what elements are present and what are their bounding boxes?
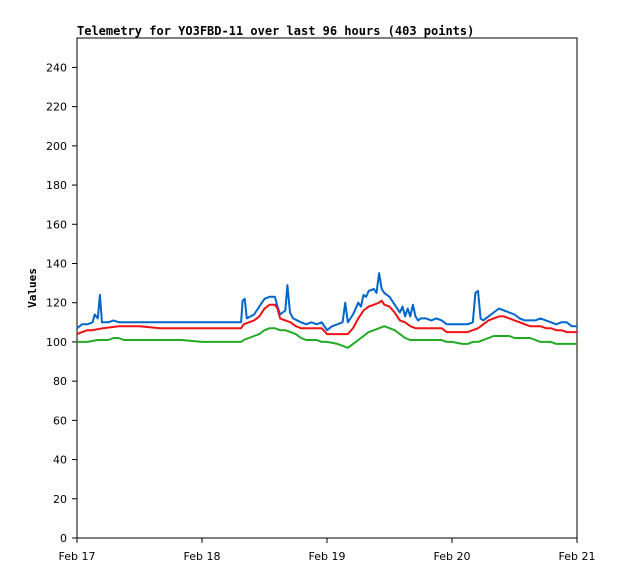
- y-tick-label: 20: [53, 493, 67, 506]
- y-tick-label: 160: [46, 218, 67, 231]
- x-tick-label: Feb 17: [59, 550, 96, 563]
- series-line-1: [76, 272, 577, 332]
- y-tick-label: 100: [46, 336, 67, 349]
- x-tick-label: Feb 21: [559, 550, 596, 563]
- x-tick-label: Feb 18: [184, 550, 221, 563]
- y-axis-label: Values: [26, 268, 39, 308]
- x-tick-label: Feb 20: [434, 550, 471, 563]
- series-layer: [76, 272, 577, 349]
- chart-title: Telemetry for YO3FBD-11 over last 96 hou…: [77, 24, 474, 38]
- y-tick-label: 60: [53, 414, 67, 427]
- x-tick-label: Feb 19: [309, 550, 346, 563]
- series-line-2: [76, 299, 577, 336]
- y-tick-label: 80: [53, 375, 67, 388]
- axis-layer: 0 20 40 60 80 100 120 140 160 180 200 220 240 Feb 17 F…: [46, 61, 595, 563]
- y-tick-label: 40: [53, 454, 67, 467]
- plot-area: [76, 37, 578, 539]
- series-line-3: [77, 325, 577, 349]
- y-tick-label: 240: [46, 61, 67, 74]
- y-tick-label: 200: [46, 140, 67, 153]
- y-tick-label: 140: [46, 257, 67, 270]
- y-tick-label: 120: [46, 297, 67, 310]
- y-tick-label: 220: [46, 101, 67, 114]
- y-tick-label: 0: [60, 532, 67, 545]
- y-tick-label: 180: [46, 179, 67, 192]
